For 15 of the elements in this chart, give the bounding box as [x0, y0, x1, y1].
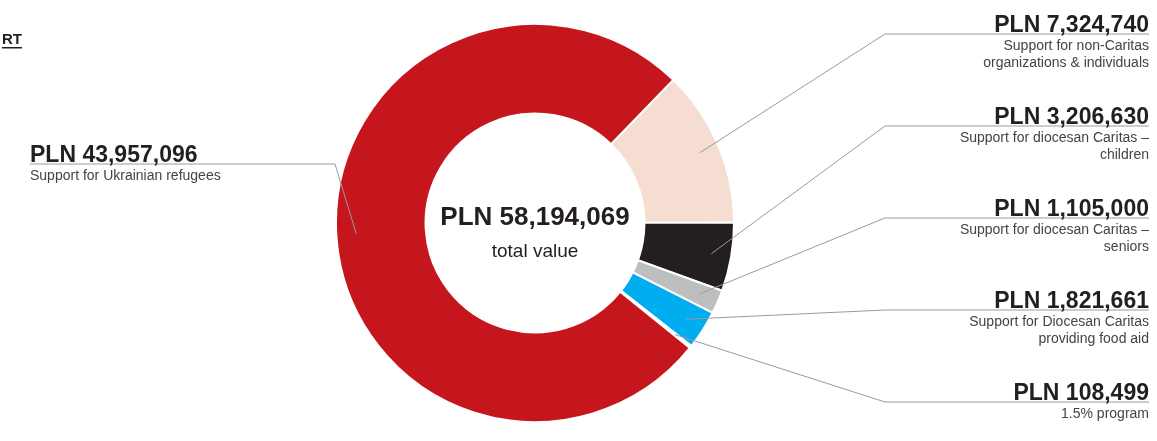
- data-label: PLN 108,499: [1013, 379, 1149, 405]
- slice-label: Support for non-Caritas organizations & individuals: [983, 37, 1149, 70]
- data-label: PLN 3,206,630: [994, 103, 1149, 129]
- data-label: PLN 7,324,740: [994, 11, 1149, 37]
- data-label: PLN 43,957,096: [30, 141, 198, 167]
- slice-label: Support for Diocesan Caritas providing food aid: [969, 313, 1149, 346]
- slice-label: Support for Ukrainian refugees: [30, 167, 221, 183]
- data-label: PLN 1,105,000: [994, 195, 1149, 221]
- text: total value: [491, 240, 579, 261]
- slice-label: 1.5% program: [1061, 405, 1149, 421]
- text: PLN 58,194,069: [440, 201, 630, 231]
- slice-label: Support for diocesan Caritas – children: [959, 129, 1150, 162]
- data-label: PLN 1,821,661: [994, 287, 1150, 313]
- text: RT: [2, 30, 22, 47]
- slice-label: Support for diocesan Caritas – seniors: [959, 221, 1150, 254]
